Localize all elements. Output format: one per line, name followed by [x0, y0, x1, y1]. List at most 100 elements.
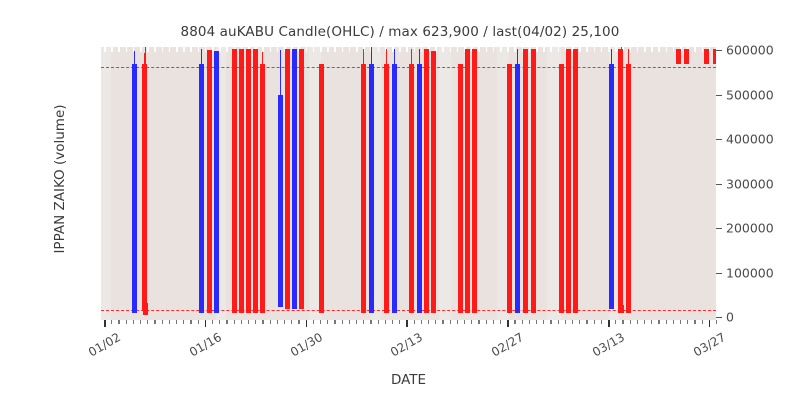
x-tick-minor — [514, 320, 516, 324]
gridline — [694, 47, 696, 320]
gridline — [672, 47, 675, 320]
gridline — [572, 47, 574, 320]
x-tick-minor — [622, 320, 624, 324]
x-tick-minor — [564, 320, 566, 324]
gridline — [399, 47, 401, 320]
gridline — [269, 47, 272, 320]
page-title: 8804 auKABU Candle(OHLC) / max 623,900 /… — [180, 24, 620, 40]
background-band — [609, 47, 619, 320]
x-tick-major — [305, 320, 308, 327]
x-tick-minor — [665, 320, 667, 324]
x-tick-minor — [658, 320, 660, 324]
gridline — [680, 47, 682, 320]
candle-body — [278, 95, 283, 307]
gridline — [204, 47, 207, 320]
gridline — [485, 47, 488, 320]
gridline — [334, 47, 336, 320]
background-band — [439, 47, 451, 320]
y-tick-mark — [716, 50, 722, 52]
candle-body — [684, 49, 689, 64]
candle-body — [319, 64, 324, 313]
x-tick-minor — [644, 320, 646, 324]
candle-body — [199, 64, 204, 313]
x-tick-minor — [154, 320, 156, 324]
gridline — [687, 47, 689, 320]
x-tick-minor — [226, 320, 228, 324]
candle-body — [609, 64, 614, 309]
x-tick-minor — [413, 320, 415, 324]
gridline — [492, 47, 495, 320]
x-tick-minor — [384, 320, 386, 324]
y-tick-label: 100000 — [726, 265, 774, 280]
candle-body — [559, 64, 564, 313]
x-tick-minor — [593, 320, 595, 324]
x-tick-minor — [298, 320, 300, 324]
gridline — [608, 47, 610, 320]
gridline — [154, 47, 156, 320]
x-tick-minor — [636, 320, 638, 324]
x-tick-major — [406, 320, 408, 327]
x-tick-major — [608, 320, 610, 327]
x-tick-label: 03/13 — [590, 330, 627, 360]
x-tick-minor — [485, 320, 487, 324]
x-tick-minor — [456, 320, 458, 324]
x-tick-minor — [363, 320, 365, 324]
candle-body — [465, 49, 470, 313]
candle-body — [618, 49, 623, 313]
candle-body — [285, 49, 290, 309]
x-tick-label: 01/02 — [86, 330, 123, 360]
candle-body — [626, 64, 631, 313]
x-tick-minor — [212, 320, 214, 324]
gridline — [104, 47, 106, 320]
y-tick-mark — [716, 139, 722, 141]
x-tick-minor — [435, 320, 437, 324]
y-tick-label: 0 — [726, 309, 734, 325]
gridline — [456, 47, 459, 320]
y-tick-mark — [716, 183, 722, 185]
y-axis: 0 100000 200000 300000 400000 500000 600000 — [716, 43, 800, 325]
x-tick-minor — [557, 320, 559, 324]
gridline — [356, 47, 358, 320]
gridline — [219, 47, 221, 320]
x-tick-minor — [111, 320, 113, 324]
x-tick-minor — [276, 320, 278, 324]
candle-body — [143, 303, 148, 315]
background-band — [309, 47, 321, 320]
x-tick-minor — [442, 320, 444, 324]
x-tick-minor — [464, 320, 466, 324]
x-tick-minor — [190, 320, 192, 324]
candle-body — [431, 51, 436, 313]
x-tick-minor — [543, 320, 545, 324]
candle-body — [384, 64, 389, 313]
gridline — [579, 47, 581, 320]
candle-body — [299, 49, 304, 309]
plot-area — [101, 47, 716, 320]
x-tick-minor — [197, 320, 199, 324]
gridline — [442, 47, 444, 320]
y-tick-mark — [716, 94, 722, 96]
gridline — [413, 47, 416, 320]
x-tick-minor — [471, 320, 473, 324]
gridline — [543, 47, 545, 320]
candle-body — [573, 49, 578, 313]
gridline — [377, 47, 380, 320]
x-tick-minor — [255, 320, 257, 324]
x-tick-minor — [348, 320, 350, 324]
gridline — [183, 47, 185, 320]
gridline — [168, 47, 171, 320]
x-tick-minor — [125, 320, 127, 324]
gridline — [312, 47, 315, 320]
gridline — [708, 47, 711, 320]
gridline — [161, 47, 164, 320]
x-tick-minor — [536, 320, 538, 324]
gridline — [111, 47, 113, 320]
candle-body — [246, 49, 251, 313]
candle-body — [676, 49, 681, 64]
x-tick-minor — [449, 320, 451, 324]
x-tick-minor — [327, 320, 329, 324]
x-tick-major — [204, 320, 207, 327]
candle-body — [207, 50, 212, 313]
x-tick-minor — [521, 320, 523, 324]
x-tick-minor — [312, 320, 314, 324]
